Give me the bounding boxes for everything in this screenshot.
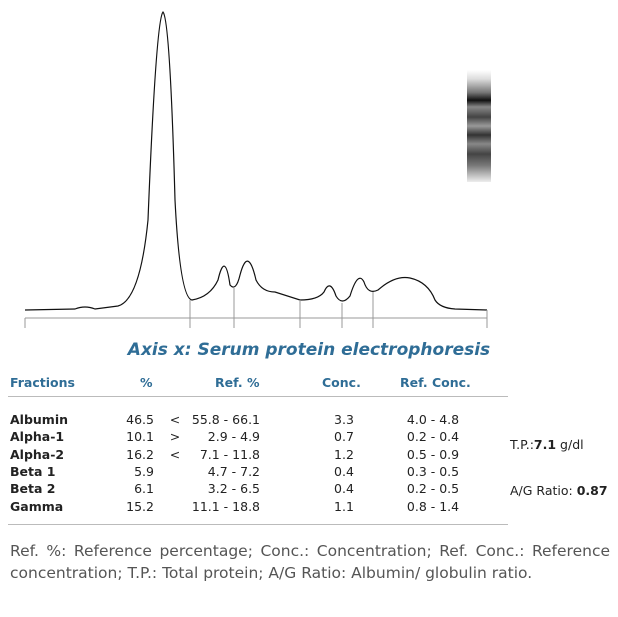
table-rule xyxy=(8,524,508,525)
cell-flag: > xyxy=(169,429,181,445)
cell-conc: 0.4 xyxy=(334,481,354,497)
cell-conc: 3.3 xyxy=(334,412,354,427)
cell-fraction: Albumin xyxy=(10,412,69,427)
cell-fraction: Beta 2 xyxy=(10,481,56,497)
column-header: % xyxy=(140,375,153,390)
cell-conc: 1.2 xyxy=(334,446,354,462)
cell-percent: 16.2 xyxy=(126,446,154,462)
column-header: Ref. Conc. xyxy=(400,375,471,390)
axis-caption: Axis x: Serum protein electrophoresis xyxy=(127,340,491,360)
footnote: Ref. %: Reference percentage; Conc.: Con… xyxy=(10,542,610,582)
cell-percent: 15.2 xyxy=(126,498,154,514)
cell-ref-percent: 11.1 - 18.8 xyxy=(191,498,260,514)
cell-percent: 5.9 xyxy=(134,463,154,479)
cell-fraction: Beta 1 xyxy=(10,463,56,479)
value: 7.1 xyxy=(533,437,557,452)
column-header: Conc. xyxy=(322,375,361,390)
trace-curve xyxy=(24,11,488,311)
cell-ref-conc: 0.3 - 0.5 xyxy=(406,463,460,479)
cell-fraction: Alpha-2 xyxy=(10,446,65,462)
cell-conc: 0.4 xyxy=(334,463,354,479)
cell-flag: < xyxy=(169,446,181,462)
cell-ref-conc: 0.2 - 0.5 xyxy=(406,481,460,497)
cell-ref-percent: 2.9 - 4.9 xyxy=(207,429,260,445)
label: T.P.: xyxy=(510,437,534,452)
cell-ref-percent: 55.8 - 66.1 xyxy=(191,412,260,427)
value: 0.87 xyxy=(576,483,608,498)
cell-ref-conc: 4.0 - 4.8 xyxy=(406,412,460,427)
ag-ratio: A/G Ratio: 0.87 xyxy=(510,483,608,498)
cell-conc: 0.7 xyxy=(334,429,354,445)
column-header: Fractions xyxy=(10,375,75,390)
cell-ref-conc: 0.8 - 1.4 xyxy=(406,498,460,514)
cell-ref-conc: 0.5 - 0.9 xyxy=(406,446,460,462)
cell-flag: < xyxy=(169,412,181,427)
electrophoresis-trace xyxy=(24,11,491,328)
cell-ref-percent: 3.2 - 6.5 xyxy=(207,481,260,497)
unit: g/dl xyxy=(560,437,584,452)
cell-percent: 46.5 xyxy=(126,412,154,427)
cell-ref-percent: 7.1 - 11.8 xyxy=(199,446,260,462)
cell-percent: 10.1 xyxy=(126,429,154,445)
cell-fraction: Alpha-1 xyxy=(10,429,65,445)
label: A/G Ratio: xyxy=(510,483,573,498)
table-rule xyxy=(8,396,508,397)
column-header: Ref. % xyxy=(215,375,260,390)
total-protein: T.P.:7.1 g/dl xyxy=(510,437,584,452)
cell-percent: 6.1 xyxy=(134,481,154,497)
cell-fraction: Gamma xyxy=(10,498,64,514)
cell-ref-conc: 0.2 - 0.4 xyxy=(406,429,460,445)
fraction-dividers xyxy=(24,288,488,328)
gel-band xyxy=(467,70,491,182)
cell-conc: 1.1 xyxy=(334,498,354,514)
cell-ref-percent: 4.7 - 7.2 xyxy=(207,463,260,479)
